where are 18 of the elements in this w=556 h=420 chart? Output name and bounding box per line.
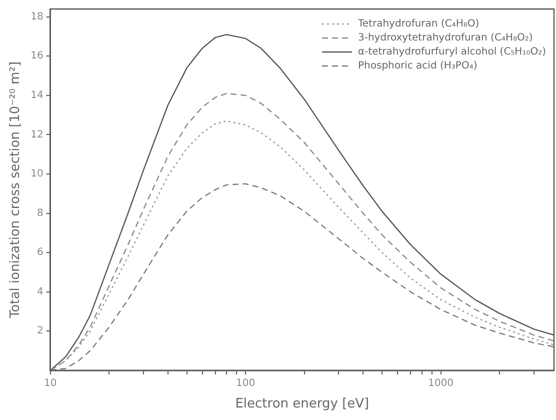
legend-label: Tetrahydrofuran (C₄H₈O) — [356, 18, 480, 30]
y-tick-label: 8 — [36, 208, 44, 219]
y-tick-label: 18 — [30, 11, 44, 22]
y-axis-title: Total ionization cross section [10⁻²⁰ m²] — [8, 61, 24, 319]
y-tick-label: 6 — [36, 247, 44, 258]
x-axis-title: Electron energy [eV] — [235, 396, 370, 412]
y-tick-label: 4 — [36, 286, 44, 298]
x-tick-label: 100 — [236, 378, 256, 389]
y-tick-label: 10 — [30, 168, 44, 180]
legend-label: α-tetrahydrofurfuryl alcohol (C₅H₁₀O₂) — [358, 46, 546, 58]
y-tick-label: 16 — [30, 50, 44, 62]
x-tick-label: 10 — [44, 378, 57, 389]
legend-label: 3-hydroxytetrahydrofuran (C₄H₈O₂) — [358, 32, 533, 44]
y-tick-label: 2 — [36, 326, 44, 337]
y-tick-label: 12 — [30, 129, 44, 140]
y-tick-label: 14 — [30, 90, 44, 102]
x-tick-label: 1000 — [428, 378, 454, 389]
legend-label: Phosphoric acid (H₃PO₄) — [358, 60, 478, 72]
